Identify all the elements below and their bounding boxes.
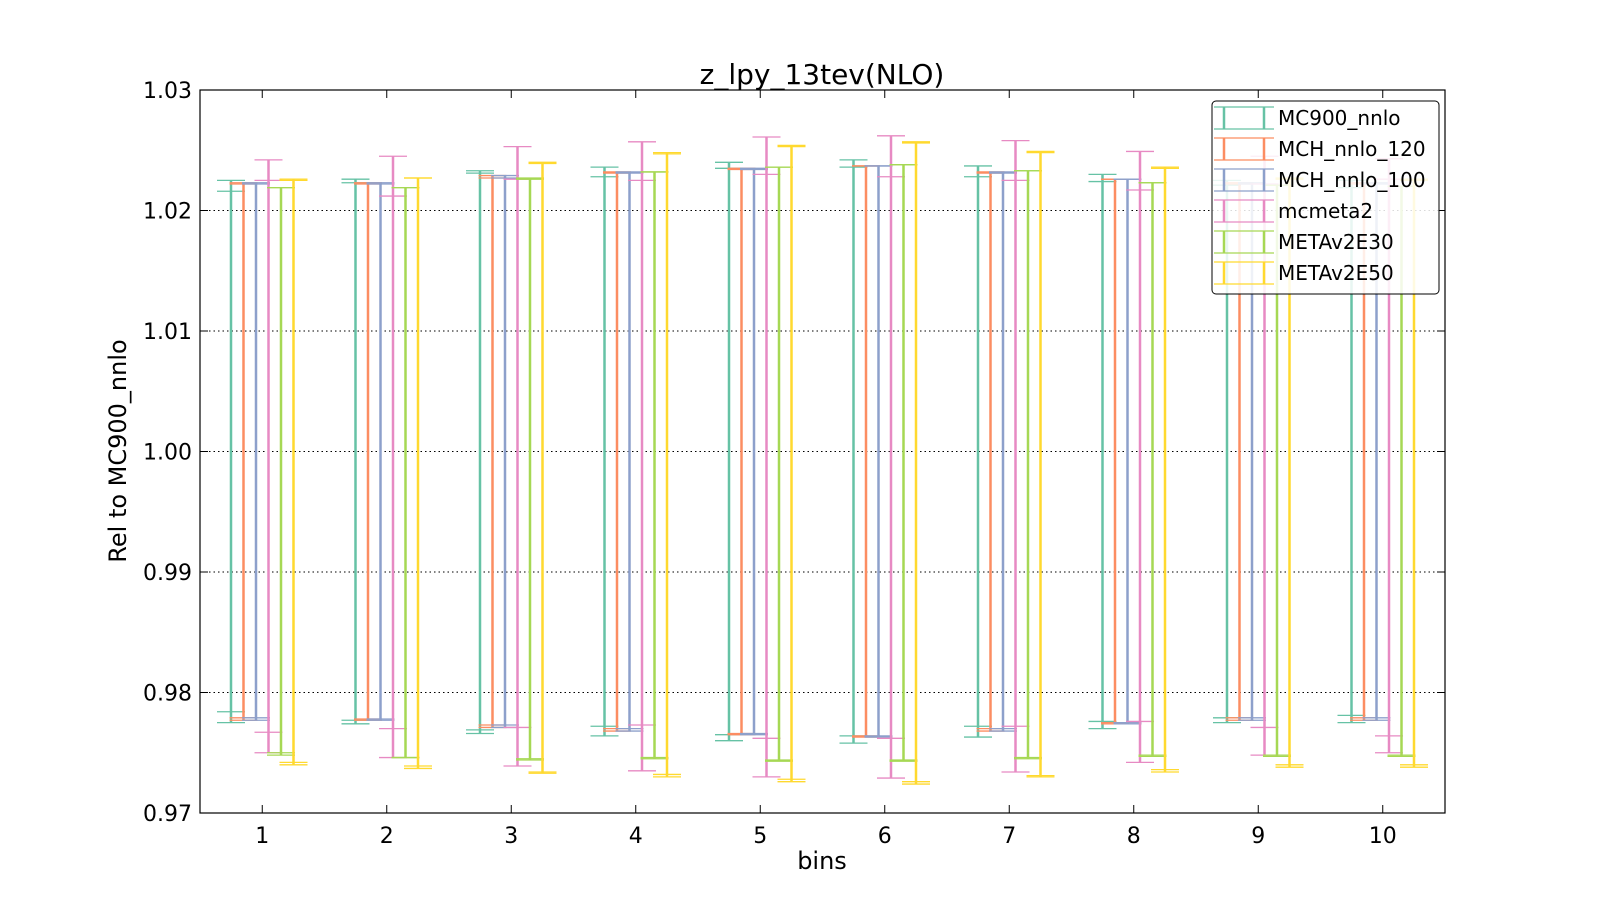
error-bar	[279, 178, 308, 766]
error-bar	[516, 177, 544, 761]
grid	[200, 210, 1445, 693]
legend: MC900_nnlo MCH_nnlo_120 MCH_nnlo_100mcmeta…	[1211, 100, 1440, 295]
y-tick-label: 1.03	[143, 79, 192, 104]
error-bar	[752, 136, 781, 778]
error-bar	[889, 164, 918, 762]
legend-box	[1211, 100, 1440, 295]
legend-item: mcmeta2	[1214, 199, 1373, 223]
error-bar	[1088, 173, 1117, 730]
x-tick-label: 9	[1251, 824, 1265, 849]
error-bar	[590, 166, 619, 737]
error-bar	[391, 186, 420, 759]
x-tick-label: 1	[255, 824, 269, 849]
error-bar	[989, 171, 1017, 732]
x-tick-label: 2	[380, 824, 394, 849]
error-bar	[1014, 170, 1042, 760]
y-tick-label: 0.97	[143, 802, 192, 827]
y-tick-label: 0.99	[143, 561, 192, 586]
error-bar	[640, 171, 669, 760]
error-bar	[404, 177, 432, 770]
x-tick-label: 8	[1127, 824, 1141, 849]
x-tick-label: 6	[878, 824, 892, 849]
legend-label: MCH_nnlo_100	[1278, 168, 1426, 192]
error-bar	[267, 186, 295, 756]
y-axis-label: Rel to MC900_nnlo	[104, 339, 132, 562]
error-bar	[615, 171, 644, 732]
y-tick-label: 0.98	[143, 682, 192, 707]
error-bar	[628, 141, 656, 772]
legend-item: MCH_nnlo_100	[1214, 168, 1426, 192]
error-bar	[466, 170, 494, 735]
legend-item: METAv2E50	[1214, 261, 1394, 285]
error-bar	[242, 182, 270, 721]
legend-label: MCH_nnlo_120	[1278, 137, 1426, 161]
error-bar	[653, 152, 681, 778]
x-axis: 1 2 3 4 5 6 7 8 9 10	[255, 90, 1397, 849]
error-bar	[503, 145, 532, 767]
legend-label: METAv2E30	[1278, 230, 1394, 254]
legend-item: MC900_nnlo	[1214, 106, 1401, 130]
error-bar	[1001, 139, 1030, 773]
y-tick-label: 1.00	[143, 441, 192, 466]
error-bar	[217, 179, 245, 724]
chart-title: z_lpy_13tev(NLO)	[700, 58, 945, 91]
error-bar	[366, 182, 395, 721]
legend-label: mcmeta2	[1278, 199, 1373, 223]
x-tick-label: 4	[629, 824, 643, 849]
x-tick-label: 3	[504, 824, 518, 849]
error-bar	[864, 165, 893, 738]
x-axis-label: bins	[797, 847, 847, 875]
y-tick-label: 1.01	[143, 320, 192, 345]
error-bar	[1126, 150, 1154, 764]
y-axis: 0.97 0.98 0.99 1.00 1.01 1.02 1.03	[143, 79, 1445, 827]
error-bar	[839, 159, 868, 744]
error-bar	[902, 141, 930, 785]
error-bar	[1026, 150, 1055, 778]
legend-item: METAv2E30	[1214, 230, 1394, 254]
error-bar	[964, 165, 992, 738]
legend-label: METAv2E50	[1278, 261, 1394, 285]
legend-item: MCH_nnlo_120	[1214, 137, 1426, 161]
error-bar	[740, 167, 768, 736]
error-bar	[528, 161, 557, 774]
x-tick-label: 10	[1369, 824, 1397, 849]
x-tick-label: 5	[753, 824, 767, 849]
error-bar	[765, 166, 793, 762]
error-bar	[877, 135, 905, 779]
x-tick-label: 7	[1002, 824, 1016, 849]
error-bar	[1113, 178, 1142, 725]
error-bar	[1138, 182, 1167, 758]
error-bar	[777, 144, 806, 783]
legend-label: MC900_nnlo	[1278, 106, 1401, 130]
y-tick-label: 1.02	[143, 200, 192, 225]
error-bar	[254, 159, 283, 754]
error-bar	[1151, 166, 1179, 773]
